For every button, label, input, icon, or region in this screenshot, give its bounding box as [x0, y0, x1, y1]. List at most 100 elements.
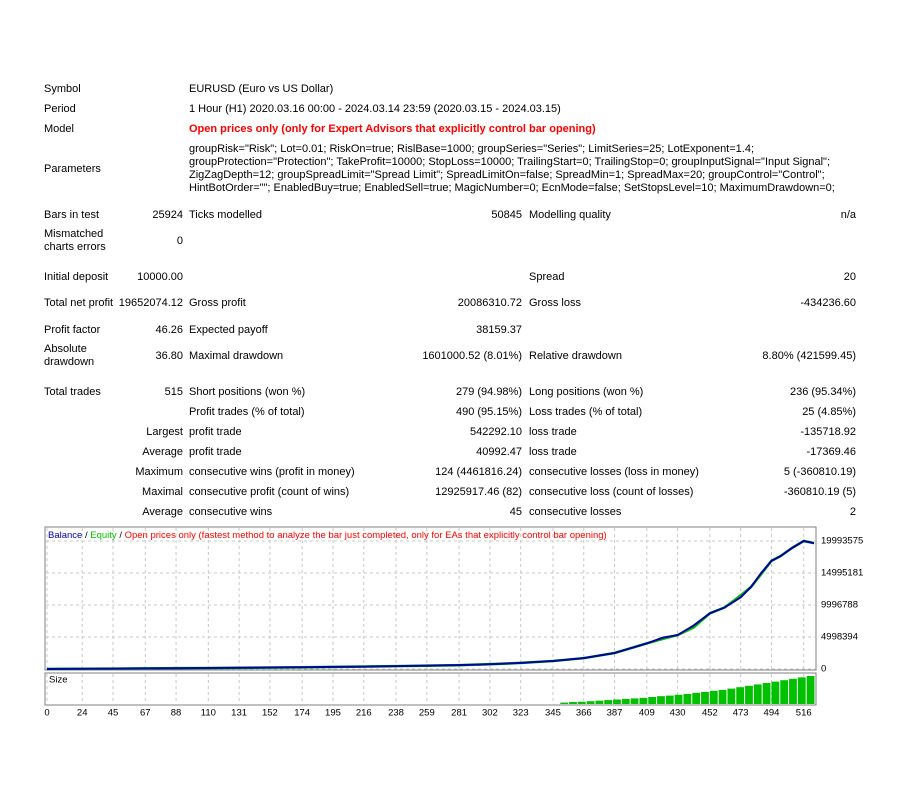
report-cell: Short positions (won %) — [189, 385, 306, 398]
y-tick-label: 4998394 — [821, 632, 858, 643]
x-tick-label: 430 — [670, 708, 686, 719]
report-cell: 20086310.72 — [457, 296, 522, 309]
x-tick-label: 302 — [482, 708, 498, 719]
report-cell: Average — [142, 505, 183, 518]
report-cell: 40992.47 — [476, 445, 522, 458]
size-bar — [577, 701, 586, 704]
size-bar — [569, 702, 577, 704]
x-tick-label: 387 — [607, 708, 623, 719]
size-frame — [44, 672, 817, 706]
size-bar — [736, 687, 745, 704]
report-cell: 279 (94.98%) — [455, 385, 522, 398]
x-tick-label: 216 — [356, 708, 372, 719]
series-line — [46, 539, 815, 670]
report-cell: Relative drawdown — [529, 349, 622, 362]
report-cell: consecutive wins — [189, 505, 273, 518]
report-cell: Absolute drawdown — [44, 343, 95, 368]
report-cell: Model — [44, 122, 74, 135]
report-cell: HintBotOrder=""; EnabledBuy=true; Enable… — [189, 182, 835, 194]
y-tick-label: 14995181 — [821, 568, 863, 579]
legend-note: Open prices only (fastest method to anal… — [125, 530, 607, 541]
report-cell: 515 — [164, 385, 183, 398]
report-cell: Open prices only (only for Expert Adviso… — [189, 122, 596, 135]
size-bar — [780, 680, 789, 704]
x-tick-label: 409 — [639, 708, 655, 719]
size-bar — [806, 676, 815, 704]
size-bar — [692, 692, 701, 704]
x-tick-label: 323 — [513, 708, 529, 719]
y-tick-label: 0 — [821, 664, 826, 675]
report-cell: 124 (4461816.24) — [435, 465, 522, 478]
report-cell: Bars in test — [44, 208, 100, 221]
report-cell: ZigZagDepth=12; groupSpreadLimit="Spread… — [189, 169, 825, 181]
report-cell: 2 — [849, 505, 856, 518]
size-bar — [789, 678, 797, 704]
report-cell: Mismatched charts errors — [44, 228, 106, 253]
x-tick-label: 152 — [262, 708, 278, 719]
report-cell: Spread — [529, 270, 565, 283]
report-cell: 50845 — [491, 208, 522, 221]
x-tick-label: 452 — [702, 708, 718, 719]
report-cell: -434236.60 — [800, 296, 856, 309]
x-tick-label: 88 — [171, 708, 182, 719]
y-tick-label: 19993575 — [821, 536, 863, 547]
report-cell: 36.80 — [155, 349, 183, 362]
report-cell: 5 (-360810.19) — [783, 465, 856, 478]
report-cell: 25 (4.85%) — [802, 405, 856, 418]
report-cell: consecutive loss (count of losses) — [529, 485, 694, 498]
size-bar — [727, 688, 736, 704]
report-cell: 10000.00 — [137, 270, 183, 283]
report-cell: Initial deposit — [44, 270, 109, 283]
report-cell: 0 — [176, 234, 183, 247]
x-tick-label: 67 — [140, 708, 151, 719]
report-cell: 20 — [843, 270, 856, 283]
report-cell: Loss trades (% of total) — [529, 405, 643, 418]
x-tick-label: 281 — [451, 708, 467, 719]
report-cell: Gross profit — [189, 296, 246, 309]
size-bar — [595, 700, 604, 704]
legend-separator: / — [85, 530, 88, 541]
report-cell: 490 (95.15%) — [455, 405, 522, 418]
report-cell: profit trade — [189, 425, 242, 438]
size-bar — [657, 696, 665, 704]
report-cell: Long positions (won %) — [529, 385, 644, 398]
size-bar — [745, 685, 753, 704]
x-tick-label: 131 — [231, 708, 247, 719]
report-cell: Maximal drawdown — [189, 349, 284, 362]
report-cell: n/a — [840, 208, 856, 221]
plot-frame — [44, 526, 817, 671]
size-bar — [586, 701, 595, 704]
x-tick-label: 0 — [44, 708, 49, 719]
legend-balance: Balance — [48, 530, 82, 541]
report-cell: Total net profit — [44, 296, 114, 309]
size-bar — [797, 677, 806, 704]
x-tick-label: 195 — [325, 708, 341, 719]
report-cell: Profit trades (% of total) — [189, 405, 305, 418]
report-cell: 19652074.12 — [118, 296, 183, 309]
x-tick-label: 24 — [77, 708, 88, 719]
report-cell: loss trade — [529, 425, 577, 438]
size-bar — [709, 690, 718, 704]
report-cell: consecutive profit (count of wins) — [189, 485, 350, 498]
size-bar — [771, 681, 780, 704]
report-cell: Gross loss — [529, 296, 581, 309]
size-bar — [762, 683, 771, 704]
report-cell: Largest — [146, 425, 183, 438]
x-tick-label: 259 — [419, 708, 435, 719]
x-tick-label: 494 — [764, 708, 780, 719]
legend-equity: Equity — [90, 530, 117, 541]
report-cell: consecutive wins (profit in money) — [189, 465, 355, 478]
report-cell: EURUSD (Euro vs US Dollar) — [189, 82, 334, 95]
report-cell: consecutive losses (loss in money) — [529, 465, 699, 478]
report-cell: Modelling quality — [529, 208, 611, 221]
marks — [46, 539, 815, 704]
size-bar — [630, 698, 639, 704]
report-cell: Maximum — [135, 465, 183, 478]
size-bar — [560, 702, 569, 704]
report-cell: consecutive losses — [529, 505, 622, 518]
x-tick-label: 110 — [201, 708, 216, 719]
size-bar — [639, 697, 648, 704]
size-bar — [621, 698, 630, 704]
size-bar — [683, 693, 692, 704]
